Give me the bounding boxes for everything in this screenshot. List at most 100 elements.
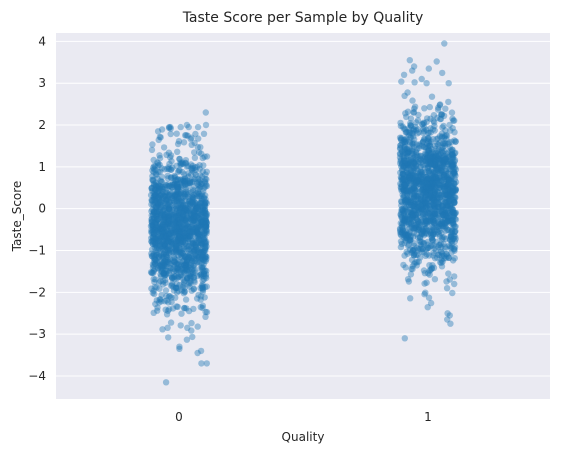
data-point [421, 150, 429, 157]
data-point [439, 157, 447, 164]
data-point [178, 227, 186, 235]
data-point [169, 305, 177, 312]
data-point [150, 156, 157, 164]
data-point [448, 196, 455, 203]
data-point [188, 223, 195, 230]
data-point [178, 310, 185, 317]
data-point [413, 152, 420, 159]
data-point [151, 196, 158, 203]
data-point [166, 232, 173, 239]
data-point [157, 199, 165, 206]
data-point [431, 156, 438, 163]
data-point [185, 281, 192, 288]
data-point [186, 229, 193, 236]
data-point [415, 129, 423, 136]
data-point [438, 203, 446, 210]
data-point [157, 177, 164, 184]
data-point [198, 192, 205, 199]
data-point [175, 265, 183, 273]
data-point [160, 214, 168, 222]
data-point [408, 224, 415, 232]
data-point [399, 159, 407, 166]
data-point [193, 228, 200, 235]
data-point [429, 224, 436, 231]
data-point [201, 206, 209, 213]
data-point [183, 210, 190, 217]
data-point [419, 245, 426, 252]
data-point [424, 220, 431, 227]
data-point [430, 117, 437, 125]
data-point [438, 202, 446, 209]
data-point [199, 277, 206, 284]
data-point [174, 266, 181, 273]
data-point [435, 167, 442, 174]
data-point [426, 147, 433, 154]
data-point [165, 299, 172, 306]
data-point [412, 176, 419, 183]
data-point [162, 236, 170, 243]
data-point [420, 207, 428, 214]
data-point [449, 188, 456, 195]
data-point [427, 214, 435, 221]
data-point [410, 126, 418, 133]
data-point [193, 224, 200, 231]
data-point [410, 140, 417, 147]
data-point [420, 129, 427, 136]
data-point [401, 215, 408, 223]
data-point [434, 229, 442, 236]
data-point [172, 213, 180, 220]
data-point [420, 267, 428, 274]
data-point [149, 289, 156, 297]
data-point [182, 262, 190, 269]
data-point [155, 253, 163, 260]
data-point [150, 193, 158, 201]
data-point [169, 194, 176, 201]
data-point [162, 258, 169, 266]
data-point [428, 177, 435, 184]
data-point [203, 228, 210, 235]
data-point [426, 192, 434, 199]
data-point [181, 269, 188, 276]
data-point [448, 233, 455, 241]
data-point [432, 157, 440, 165]
data-point [166, 205, 173, 213]
data-point [150, 287, 157, 294]
data-point [452, 223, 459, 230]
data-point [449, 155, 456, 162]
data-point [156, 263, 164, 270]
data-point [428, 202, 435, 209]
data-point [412, 186, 419, 194]
data-point [173, 211, 181, 218]
data-point [424, 164, 432, 171]
data-point [436, 181, 443, 189]
data-point [191, 183, 198, 190]
data-point [428, 154, 436, 161]
data-point [189, 218, 197, 226]
data-point [149, 233, 156, 241]
data-point [435, 230, 442, 237]
data-point [169, 204, 177, 211]
data-point [449, 146, 456, 154]
data-point [429, 252, 437, 259]
data-point [173, 268, 180, 275]
data-point [410, 211, 417, 218]
data-point [180, 279, 188, 286]
data-point [421, 193, 429, 200]
data-point [191, 201, 198, 208]
data-point [429, 200, 437, 208]
data-point [180, 139, 188, 146]
data-point [449, 125, 456, 132]
data-point [451, 228, 458, 235]
data-point [154, 128, 162, 135]
data-point [162, 241, 169, 249]
data-point [174, 236, 181, 244]
data-point [181, 253, 188, 260]
data-point [176, 228, 184, 235]
data-point [164, 197, 171, 204]
data-point [420, 189, 427, 196]
data-point [154, 188, 161, 195]
data-point [417, 197, 425, 204]
data-point [445, 217, 452, 225]
data-point [402, 231, 409, 239]
data-point [401, 204, 408, 211]
